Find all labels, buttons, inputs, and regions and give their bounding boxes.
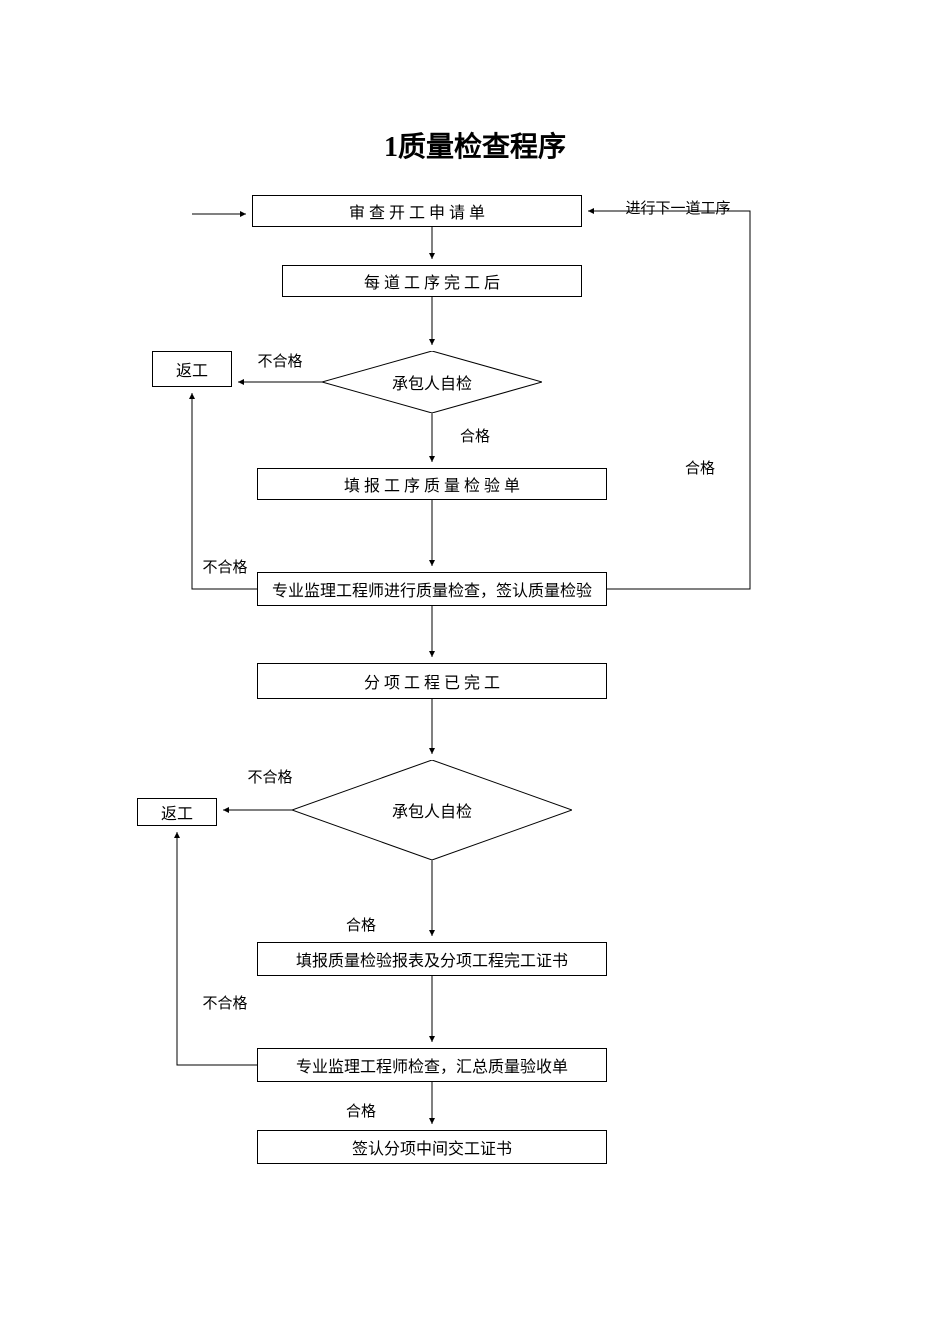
label-l_pass2: 合格 [336, 914, 386, 935]
node-n1: 审 查 开 工 申 请 单 [252, 195, 582, 227]
node-d1: 承包人自检 [322, 351, 542, 413]
label-l_pass1: 合格 [450, 425, 500, 446]
node-n2: 每 道 工 序 完 工 后 [282, 265, 582, 297]
node-n5: 分 项 工 程 已 完 工 [257, 663, 607, 699]
page-title: 1质量检查程序 [0, 125, 950, 165]
node-n4: 专业监理工程师进行质量检查，签认质量检验 [257, 572, 607, 606]
label-l_pass3: 合格 [336, 1100, 386, 1121]
node-n8: 签认分项中间交工证书 [257, 1130, 607, 1164]
label-l_fail3: 不合格 [240, 766, 300, 787]
label-l_fail2: 不合格 [195, 556, 255, 577]
label-top_right: 进行下一道工序 [608, 197, 748, 218]
node-n3: 填 报 工 序 质 量 检 验 单 [257, 468, 607, 500]
node-d2: 承包人自检 [292, 760, 572, 860]
label-l_pass_right: 合格 [675, 457, 725, 478]
node-n7: 专业监理工程师检查，汇总质量验收单 [257, 1048, 607, 1082]
node-r1: 返工 [152, 351, 232, 387]
label-l_fail4: 不合格 [195, 992, 255, 1013]
node-n6: 填报质量检验报表及分项工程完工证书 [257, 942, 607, 976]
label-l_fail1: 不合格 [250, 350, 310, 371]
node-r2: 返工 [137, 798, 217, 826]
